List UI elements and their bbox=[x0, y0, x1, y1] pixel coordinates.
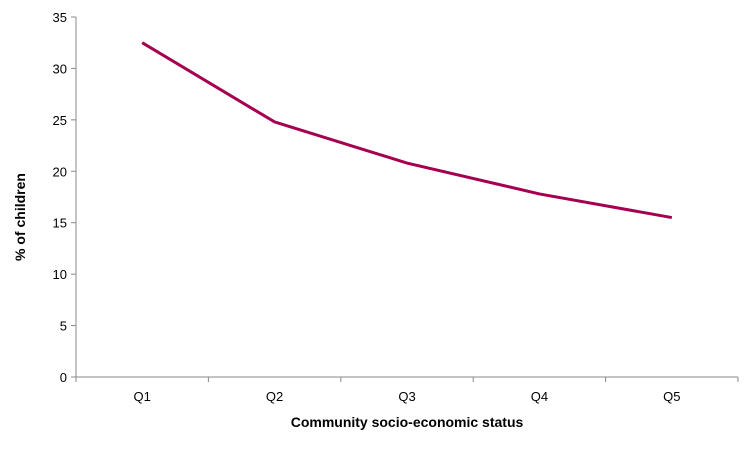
y-tick-label: 30 bbox=[53, 61, 67, 76]
y-axis: 0 5 10 15 20 25 30 35 bbox=[53, 10, 76, 385]
x-axis: Q1 Q2 Q3 Q4 Q5 bbox=[76, 377, 738, 404]
y-tick-label: 5 bbox=[60, 319, 67, 334]
x-tick-label: Q4 bbox=[531, 389, 548, 404]
y-tick-label: 10 bbox=[53, 267, 67, 282]
x-tick-label: Q1 bbox=[134, 389, 151, 404]
x-tick-label: Q2 bbox=[266, 389, 283, 404]
y-tick-label: 20 bbox=[53, 164, 67, 179]
x-tick-label: Q5 bbox=[663, 389, 680, 404]
x-tick-label: Q3 bbox=[398, 389, 415, 404]
y-tick-label: 25 bbox=[53, 113, 67, 128]
y-tick-label: 15 bbox=[53, 216, 67, 231]
series-line bbox=[142, 43, 672, 218]
y-tick-label: 0 bbox=[60, 370, 67, 385]
y-axis-title: % of children bbox=[12, 173, 28, 261]
series-layer bbox=[142, 43, 672, 218]
y-tick-label: 35 bbox=[53, 10, 67, 25]
x-axis-title: Community socio-economic status bbox=[291, 414, 524, 430]
